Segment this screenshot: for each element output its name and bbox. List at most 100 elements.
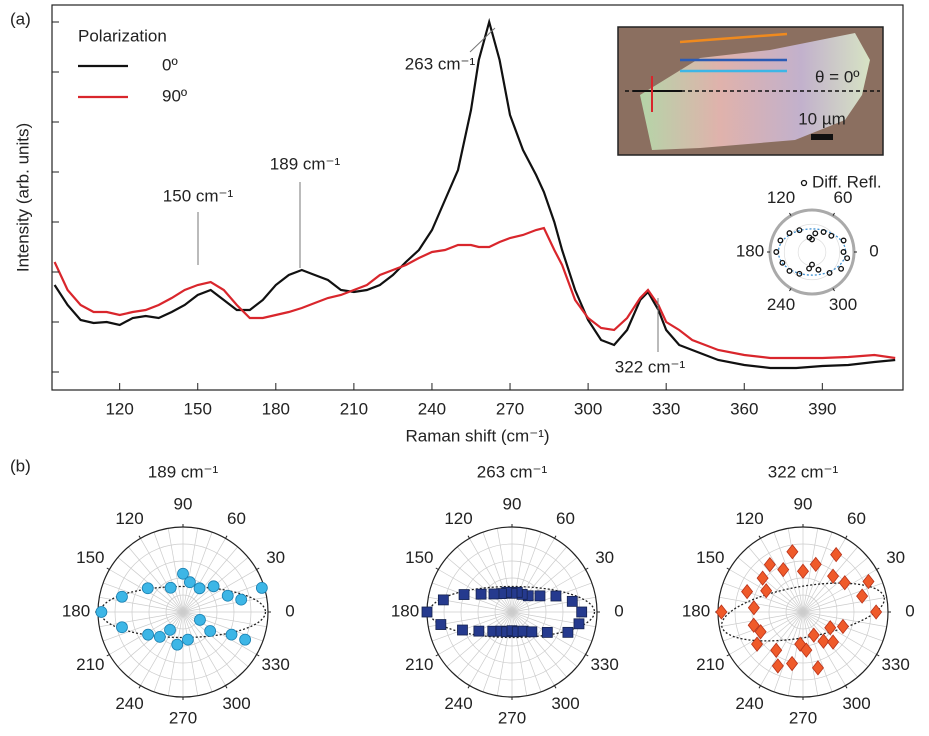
data-point: [815, 266, 822, 273]
angular-grid: [511, 557, 578, 613]
polar-chart: 0 30 60 90 120 150 180 210 240 270 300 330 263 cm⁻¹: [391, 462, 624, 727]
theta-tick: [832, 212, 835, 216]
angular-grid: [153, 532, 184, 613]
theta-tick: [554, 535, 557, 539]
data-point: [435, 619, 447, 630]
data-point: [827, 634, 840, 650]
angular-grid: [511, 546, 567, 613]
radial-grid: [114, 543, 252, 681]
theta-tick-label: 240: [444, 694, 472, 713]
data-point: [747, 600, 760, 616]
theta-tick-label: 210: [696, 655, 724, 674]
angular-grid: [748, 546, 804, 613]
data-point: [811, 660, 824, 676]
theta-tick-label: 150: [76, 548, 104, 567]
theta-tick-label: 120: [735, 509, 763, 528]
data-point: [526, 626, 538, 638]
data-point: [116, 590, 128, 603]
radial-grid: [460, 560, 564, 664]
theta-tick: [789, 288, 792, 292]
angular-grid: [802, 557, 869, 613]
angular-grid: [469, 538, 513, 613]
radial-grid: [477, 577, 547, 647]
data-point: [741, 584, 754, 600]
series-line: [53, 17, 896, 370]
angular-grid: [802, 528, 819, 613]
angular-grid: [802, 611, 833, 692]
theta-tick-label: 150: [405, 548, 433, 567]
theta-tick-label: 210: [76, 655, 104, 674]
theta-tick: [256, 567, 260, 570]
theta-tick: [467, 535, 470, 539]
data-point: [820, 229, 827, 235]
data-point: [777, 237, 784, 244]
angular-grid: [140, 611, 184, 686]
theta-tick-label: 30: [595, 548, 614, 567]
theta-tick: [138, 685, 141, 689]
theta-tick-label: 150: [696, 548, 724, 567]
data-point: [193, 582, 206, 595]
theta-tick-label: 90: [794, 494, 813, 513]
theta-tick-label: 60: [227, 509, 246, 528]
theta-tick: [256, 654, 260, 657]
panel-label: (a): [10, 9, 31, 28]
data-point: [754, 624, 767, 640]
data-point: [836, 618, 849, 635]
angular-grid: [787, 611, 804, 696]
data-point: [771, 658, 784, 674]
angular-grid: [723, 611, 804, 642]
x-tick-label: 330: [652, 399, 680, 418]
angular-grid: [511, 611, 592, 642]
theta-tick-label: 300: [222, 694, 250, 713]
theta-tick-label: 180: [391, 601, 419, 620]
theta-tick: [876, 567, 880, 570]
x-tick-label: 390: [808, 399, 836, 418]
annotation: 150 cm⁻¹: [163, 186, 234, 205]
x-tick-label: 180: [262, 399, 290, 418]
data-point: [541, 627, 553, 638]
data-point: [773, 249, 780, 255]
data-point: [177, 567, 189, 580]
series-line: [53, 226, 896, 360]
angular-grid: [723, 582, 804, 613]
theta-tick-label: 330: [590, 655, 618, 674]
data-point: [824, 620, 837, 636]
data-point: [142, 628, 154, 641]
angular-grid: [182, 611, 199, 696]
data-point: [550, 590, 562, 602]
x-tick-label: 300: [574, 399, 602, 418]
angular-grid: [446, 611, 513, 667]
data-point: [141, 582, 154, 595]
angular-grid: [802, 532, 833, 613]
theta-tick-label: 240: [735, 694, 763, 713]
angular-grid: [802, 596, 887, 613]
data-point: [194, 614, 206, 626]
data-point: [488, 588, 500, 600]
data-point: [573, 618, 585, 630]
polar-chart: 0 30 60 90 120 150 180 210 240 270 300 330 189 cm⁻¹: [62, 462, 295, 727]
angular-grid: [167, 611, 184, 696]
data-point: [207, 580, 220, 593]
theta-tick: [758, 685, 761, 689]
angular-grid: [469, 611, 513, 686]
data-point: [828, 232, 835, 239]
theta-tick: [758, 535, 761, 539]
radial-grid: [131, 560, 235, 664]
theta-tick-label: 90: [174, 494, 193, 513]
annotation: 322 cm⁻¹: [615, 357, 686, 376]
theta-tick: [585, 654, 589, 657]
data-point: [437, 594, 449, 606]
angular-grid: [511, 611, 567, 678]
inset-scale-label: 10 µm: [798, 109, 846, 128]
theta-tick: [726, 567, 730, 570]
data-point: [870, 604, 883, 620]
theta-tick: [845, 685, 848, 689]
angular-grid: [182, 569, 257, 613]
angular-grid: [457, 611, 513, 678]
data-point: [830, 546, 843, 563]
theta-tick: [876, 654, 880, 657]
angular-grid: [729, 611, 804, 655]
angular-grid: [99, 611, 184, 628]
data-point: [786, 655, 799, 672]
